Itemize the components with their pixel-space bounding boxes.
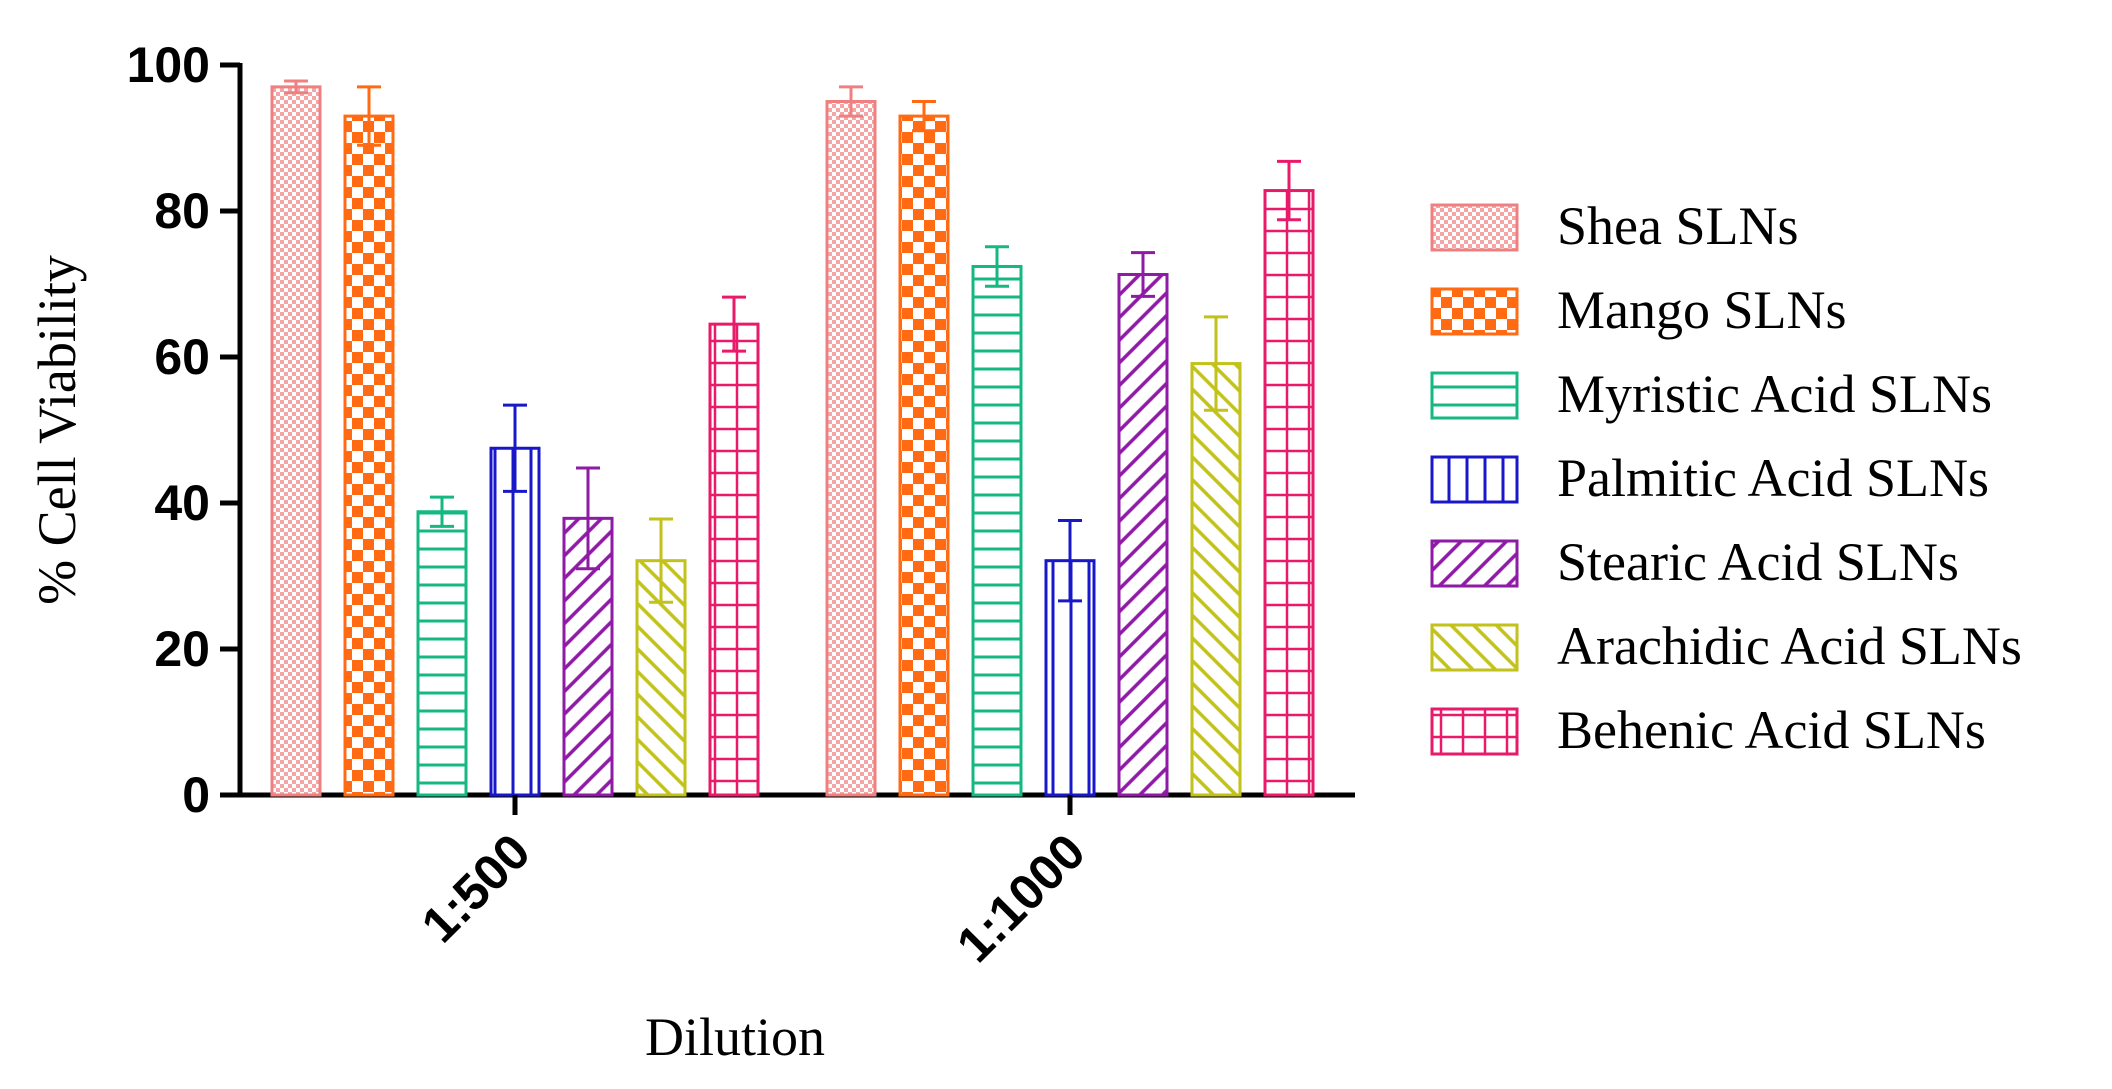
y-tick-label: 100 bbox=[127, 37, 210, 93]
error-bar-palmitic-acid-slns-1-1000 bbox=[1058, 519, 1082, 603]
legend-item-arachidic-acid-slns: Arachidic Acid SLNs bbox=[1430, 616, 2022, 676]
error-bar-arachidic-acid-slns-1-500 bbox=[649, 517, 673, 604]
legend-swatch bbox=[1430, 287, 1519, 336]
legend-item-myristic-acid-slns: Myristic Acid SLNs bbox=[1430, 364, 1992, 424]
legend-swatch bbox=[1430, 707, 1519, 756]
error-bar-mango-slns-1-500 bbox=[357, 85, 381, 147]
y-tick-label: 0 bbox=[182, 767, 210, 823]
error-bar-shea-slns-1-500 bbox=[284, 79, 308, 95]
error-bar-stearic-acid-slns-1-1000 bbox=[1131, 251, 1155, 298]
bar-shea-slns-1-500 bbox=[270, 85, 322, 797]
legend-swatch bbox=[1430, 203, 1519, 252]
plot-area: 0 20 40 60 80 100 1:500 1:1000 bbox=[127, 37, 1355, 973]
error-bar-stearic-acid-slns-1-500 bbox=[576, 466, 600, 571]
legend-swatch bbox=[1430, 623, 1519, 672]
bar-mango-slns-1-500 bbox=[343, 114, 395, 797]
legend-label: Palmitic Acid SLNs bbox=[1557, 448, 1989, 508]
y-tick-label: 20 bbox=[154, 621, 210, 677]
legend: Shea SLNs Mango SLNs Myristic Acid SLNs Pal… bbox=[1430, 196, 2022, 760]
legend-label: Shea SLNs bbox=[1557, 196, 1799, 256]
bar-shea-slns-1-1000 bbox=[825, 100, 877, 797]
error-bar-arachidic-acid-slns-1-1000 bbox=[1204, 315, 1228, 412]
bar-myristic-acid-slns-1-500 bbox=[416, 510, 468, 797]
error-bar-behenic-acid-slns-1-1000 bbox=[1277, 159, 1301, 222]
bar-arachidic-acid-slns-1-1000 bbox=[1190, 362, 1242, 797]
error-bar-palmitic-acid-slns-1-500 bbox=[503, 403, 527, 493]
x-axis-title: Dilution bbox=[645, 1007, 825, 1067]
error-bar-myristic-acid-slns-1-500 bbox=[430, 495, 454, 528]
error-bar-behenic-acid-slns-1-500 bbox=[722, 295, 746, 353]
bar-stearic-acid-slns-1-1000 bbox=[1117, 273, 1169, 797]
legend-item-palmitic-acid-slns: Palmitic Acid SLNs bbox=[1430, 448, 1989, 508]
y-tick-label: 40 bbox=[154, 475, 210, 531]
bar-behenic-acid-slns-1-500 bbox=[708, 322, 760, 797]
bar-myristic-acid-slns-1-1000 bbox=[971, 264, 1023, 797]
legend-label: Behenic Acid SLNs bbox=[1557, 700, 1986, 760]
legend-swatch bbox=[1430, 371, 1519, 420]
legend-label: Arachidic Acid SLNs bbox=[1557, 616, 2022, 676]
bar-palmitic-acid-slns-1-500 bbox=[489, 446, 541, 797]
bar-mango-slns-1-1000 bbox=[898, 114, 950, 797]
error-bar-mango-slns-1-1000 bbox=[912, 100, 936, 133]
legend-label: Stearic Acid SLNs bbox=[1557, 532, 1959, 592]
x-tick-label: 1:500 bbox=[411, 823, 541, 953]
legend-label: Mango SLNs bbox=[1557, 280, 1847, 340]
y-tick-label: 60 bbox=[154, 329, 210, 385]
error-bar-myristic-acid-slns-1-1000 bbox=[985, 245, 1009, 288]
bar-behenic-acid-slns-1-1000 bbox=[1263, 189, 1315, 797]
error-bar-shea-slns-1-1000 bbox=[839, 85, 863, 118]
legend-swatch bbox=[1430, 539, 1519, 588]
legend-item-behenic-acid-slns: Behenic Acid SLNs bbox=[1430, 700, 1986, 760]
x-tick-label: 1:1000 bbox=[946, 823, 1096, 973]
y-axis-title: % Cell Viability bbox=[27, 255, 87, 605]
legend-swatch bbox=[1430, 455, 1519, 504]
legend-label: Myristic Acid SLNs bbox=[1557, 364, 1992, 424]
y-tick-label: 80 bbox=[154, 183, 210, 239]
legend-item-stearic-acid-slns: Stearic Acid SLNs bbox=[1430, 532, 1959, 592]
legend-item-shea-slns: Shea SLNs bbox=[1430, 196, 1799, 256]
legend-item-mango-slns: Mango SLNs bbox=[1430, 280, 1847, 340]
